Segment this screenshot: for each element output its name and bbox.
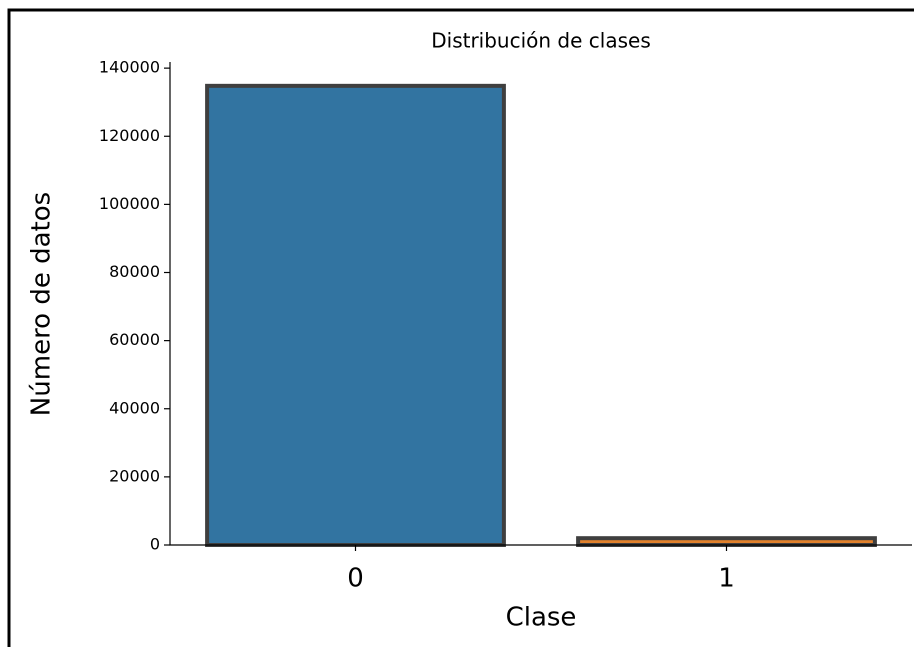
y-tick-label: 60000	[109, 330, 160, 349]
y-tick-label: 120000	[99, 126, 160, 145]
chart-title: Distribución de clases	[431, 29, 651, 53]
frame	[7, 8, 914, 647]
y-tick-label: 40000	[109, 398, 160, 417]
y-tick-label: 140000	[99, 58, 160, 77]
bar	[576, 536, 877, 547]
y-tick-label: 100000	[99, 194, 160, 213]
x-tick-label: 0	[347, 564, 364, 594]
y-tick-label: 80000	[109, 262, 160, 281]
x-tick-label: 1	[718, 564, 735, 594]
y-axis-label: Número de datos	[27, 192, 57, 416]
x-axis-label: Clase	[506, 603, 577, 633]
bar	[205, 83, 506, 547]
axes	[169, 62, 912, 546]
y-tick-label: 20000	[109, 466, 160, 485]
y-tick-label: 0	[150, 535, 160, 554]
